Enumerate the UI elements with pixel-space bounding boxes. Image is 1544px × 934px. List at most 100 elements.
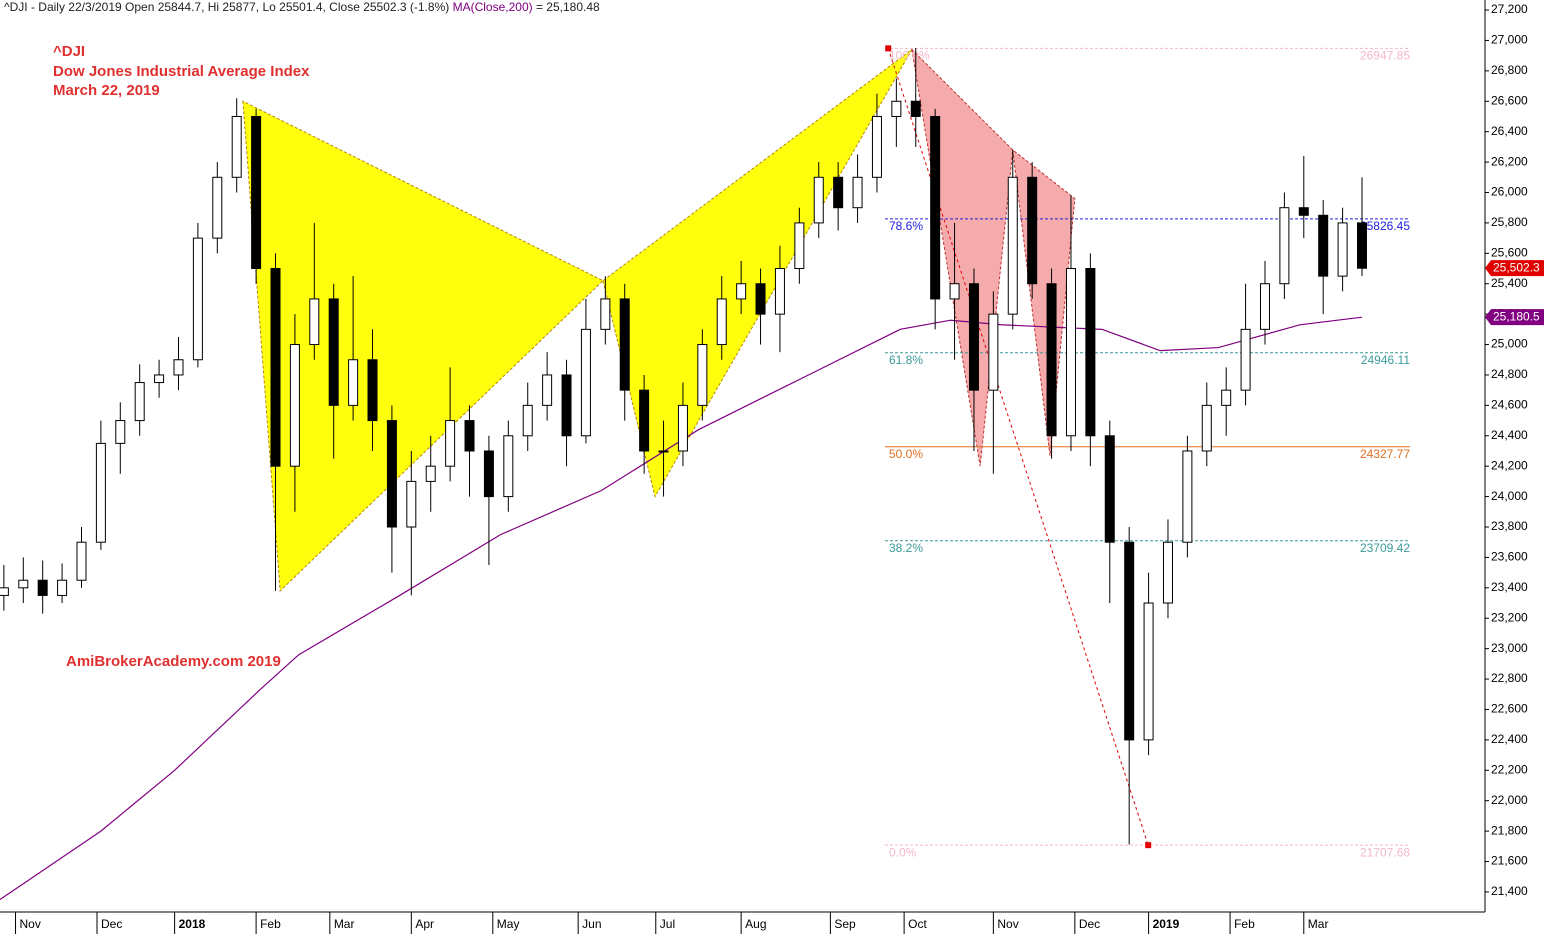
- y-tick-label: 21,400: [1491, 884, 1528, 898]
- y-tick-label: 22,600: [1491, 702, 1528, 716]
- candle-body: [930, 115, 941, 300]
- header: ^DJI - Daily 22/3/2019 Open 25844.7, Hi …: [4, 0, 600, 14]
- header-ma-value: = 25,180.48: [536, 0, 600, 14]
- fib-value: 24946.11: [1361, 353, 1410, 367]
- candle-body: [522, 404, 533, 437]
- candle-body: [115, 420, 126, 444]
- fib-label: 0.0%: [889, 845, 917, 859]
- y-tick-label: 22,400: [1491, 732, 1528, 746]
- y-tick-label: 26,600: [1491, 93, 1528, 107]
- candle-body: [1279, 207, 1290, 285]
- x-tick-label: Feb: [1234, 917, 1255, 931]
- y-tick-label: 24,400: [1491, 428, 1528, 442]
- candle-body: [1065, 268, 1076, 437]
- fib-value: 23709.42: [1360, 541, 1410, 555]
- ma-line: [0, 316, 1363, 901]
- candle-body: [18, 579, 29, 589]
- candle-body: [658, 450, 669, 453]
- fib-anchor: [1145, 842, 1152, 849]
- x-tick-label: Nov: [20, 917, 41, 931]
- fib-value: 26947.85: [1360, 49, 1410, 63]
- x-tick-label: 2019: [1153, 917, 1180, 931]
- fib-anchor: [885, 45, 892, 52]
- candle-body: [639, 389, 650, 452]
- y-tick-label: 22,800: [1491, 671, 1528, 685]
- x-tick-label: Jul: [660, 917, 675, 931]
- candle-body: [774, 268, 785, 315]
- price-badge: [1485, 260, 1544, 277]
- candle-body: [561, 374, 572, 437]
- x-tick-label: Mar: [1308, 917, 1329, 931]
- candle-body: [425, 465, 436, 482]
- x-tick-label: Dec: [101, 917, 122, 931]
- x-tick-label: Mar: [334, 917, 355, 931]
- candle-body: [697, 344, 708, 406]
- candle-body: [1104, 435, 1115, 543]
- y-tick-label: 23,400: [1491, 580, 1528, 594]
- candle-body: [988, 313, 999, 391]
- candle-body: [755, 283, 766, 315]
- y-tick-label: 24,600: [1491, 398, 1528, 412]
- y-tick-label: 25,800: [1491, 215, 1528, 229]
- y-tick-label: 21,800: [1491, 823, 1528, 837]
- y-tick-label: 23,600: [1491, 550, 1528, 564]
- price-badge: [1485, 309, 1544, 326]
- fib-label: 50.0%: [889, 447, 923, 461]
- candle-body: [871, 115, 882, 178]
- candle-body: [891, 100, 902, 117]
- candle-body: [1298, 207, 1309, 216]
- x-tick-label: Nov: [997, 917, 1018, 931]
- candle-body: [154, 374, 165, 384]
- y-tick-label: 26,000: [1491, 185, 1528, 199]
- x-tick-label: Jun: [582, 917, 601, 931]
- x-tick-label: Feb: [260, 917, 281, 931]
- candle-body: [833, 176, 844, 209]
- header-ma: MA(Close,200): [453, 0, 533, 14]
- candle-body: [37, 579, 48, 596]
- watermark: AmiBrokerAcademy.com 2019: [66, 653, 281, 670]
- price-badge-label: 25,502.3: [1493, 260, 1540, 274]
- x-tick-label: Aug: [745, 917, 766, 931]
- harmonic-pattern: [242, 100, 604, 592]
- x-tick-label: Oct: [908, 917, 927, 931]
- date: March 22, 2019: [53, 82, 160, 99]
- candle-body: [76, 541, 87, 581]
- candle-body: [1318, 214, 1329, 277]
- fib-label: 38.2%: [889, 541, 923, 555]
- fib-label: 100.0%: [889, 49, 930, 63]
- candle-body: [289, 344, 300, 467]
- candle-body: [1124, 541, 1135, 741]
- candle-body: [542, 374, 553, 406]
- candle-body: [367, 359, 378, 422]
- x-tick-label: 2018: [179, 917, 206, 931]
- candle-body: [328, 298, 339, 406]
- candle-body: [0, 587, 9, 596]
- candle-body: [270, 268, 281, 467]
- candle-body: [464, 420, 475, 452]
- candle-body: [716, 298, 727, 346]
- candle-body: [1182, 450, 1193, 543]
- candle-body: [1201, 404, 1212, 452]
- y-tick-label: 24,800: [1491, 367, 1528, 381]
- y-tick-label: 24,200: [1491, 458, 1528, 472]
- candle-body: [600, 298, 611, 330]
- candle-body: [309, 298, 320, 346]
- candle-body: [794, 222, 805, 270]
- candle-body: [212, 176, 223, 239]
- candle-body: [445, 420, 456, 467]
- candle-body: [1046, 283, 1057, 437]
- candle-body: [503, 435, 514, 498]
- header-info: ^DJI - Daily 22/3/2019 Open 25844.7, Hi …: [4, 0, 449, 14]
- candle-body: [192, 237, 203, 361]
- title: ^DJI: [53, 43, 85, 60]
- candle-body: [677, 404, 688, 452]
- y-tick-label: 23,200: [1491, 610, 1528, 624]
- x-tick-label: Sep: [834, 917, 856, 931]
- fib-value: 21707.68: [1360, 845, 1410, 859]
- candle-body: [231, 115, 242, 178]
- candle-body: [949, 283, 960, 300]
- candle-body: [173, 359, 184, 376]
